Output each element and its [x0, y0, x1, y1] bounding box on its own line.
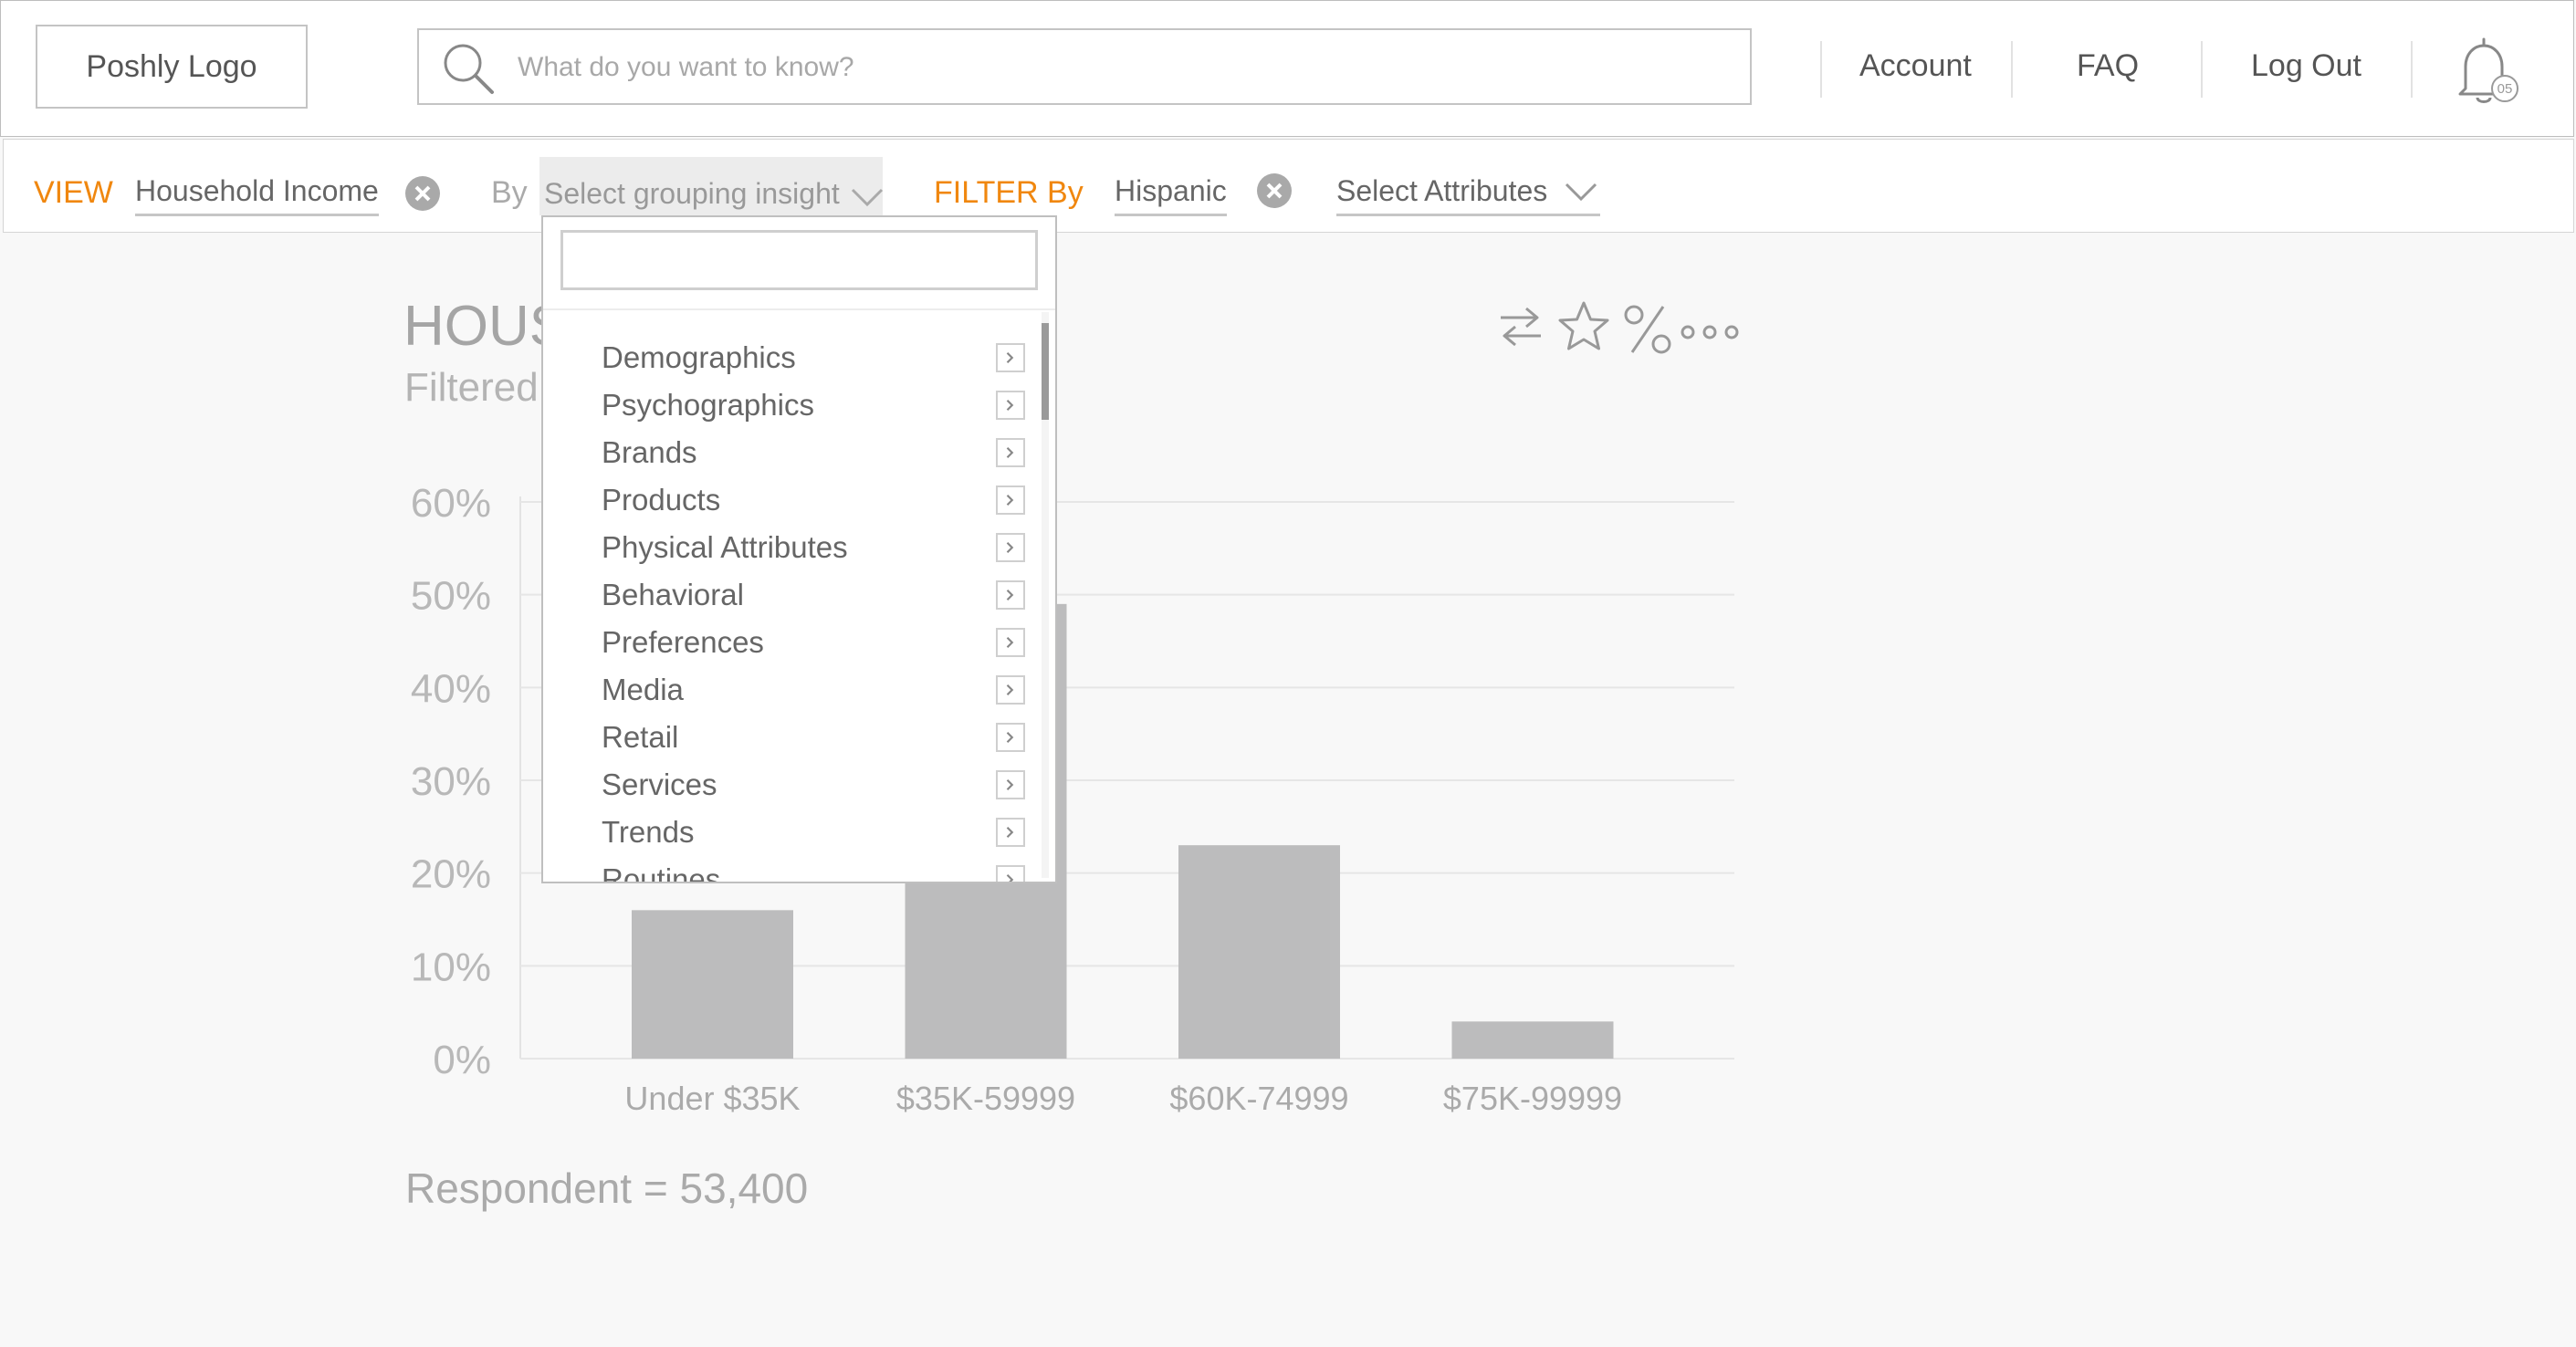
dropdown-item[interactable]: Psychographics [602, 385, 1031, 433]
dropdown-scrollbar-track[interactable] [1042, 312, 1049, 878]
y-tick-label: 30% [411, 759, 491, 804]
chevron-right-icon[interactable] [996, 770, 1025, 799]
view-label: VIEW [34, 175, 113, 210]
select-attributes-dropdown[interactable]: Select Attributes [1336, 174, 1601, 216]
dropdown-item-label: Behavioral [602, 578, 744, 611]
grouping-select-label: Select grouping insight [544, 177, 840, 210]
dropdown-item-label: Products [602, 483, 721, 517]
chevron-down-icon [1565, 183, 1597, 202]
dropdown-item-label: Physical Attributes [602, 530, 848, 564]
more-options-icon[interactable] [1678, 319, 1742, 345]
y-tick-label: 20% [411, 852, 491, 897]
dropdown-item[interactable]: Trends [602, 812, 1031, 860]
chevron-right-icon[interactable] [996, 628, 1025, 657]
account-link[interactable]: Account [1859, 48, 1972, 83]
chevron-down-icon [851, 188, 884, 207]
chevron-right-icon[interactable] [996, 865, 1025, 882]
dropdown-item-label: Trends [602, 815, 695, 849]
nav-divider [2011, 41, 2013, 98]
dropdown-scrollbar-thumb[interactable] [1042, 323, 1049, 420]
nav-divider [2411, 41, 2413, 98]
y-tick-label: 40% [411, 666, 491, 711]
swap-icon[interactable] [1495, 301, 1546, 352]
chevron-right-icon[interactable] [996, 391, 1025, 420]
chevron-right-icon[interactable] [996, 723, 1025, 752]
dropdown-item[interactable]: Behavioral [602, 575, 1031, 622]
dropdown-item[interactable]: Services [602, 765, 1031, 812]
percent-icon[interactable] [1621, 301, 1674, 358]
dropdown-item[interactable]: Products [602, 480, 1031, 527]
view-chip[interactable]: Household Income [135, 174, 379, 216]
chart-title: HOUS [403, 295, 568, 358]
dropdown-item-label: Routines [602, 862, 721, 882]
search-bar[interactable] [417, 28, 1752, 105]
grouping-select[interactable] [539, 157, 883, 215]
dropdown-item-label: Retail [602, 720, 679, 754]
dropdown-item[interactable]: Demographics [602, 338, 1031, 385]
dropdown-search-input[interactable] [560, 230, 1038, 290]
remove-view-icon[interactable] [404, 175, 441, 212]
dropdown-item-label: Demographics [602, 340, 796, 374]
y-tick-label: 50% [411, 574, 491, 619]
star-icon[interactable] [1555, 299, 1612, 354]
chevron-right-icon[interactable] [996, 675, 1025, 705]
chart-subtitle: Filtered [404, 365, 539, 410]
notification-count: 05 [2497, 81, 2513, 97]
search-input[interactable] [516, 30, 1733, 105]
filter-chip[interactable]: Hispanic [1115, 174, 1227, 216]
chevron-right-icon[interactable] [996, 818, 1025, 847]
dropdown-item-label: Media [602, 673, 684, 706]
x-tick-label: $35K-59999 [896, 1080, 1075, 1117]
chevron-right-icon[interactable] [996, 438, 1025, 467]
grouping-dropdown-menu: Demographics Psychographics Brands Produ… [541, 215, 1057, 883]
dropdown-item-label: Brands [602, 435, 697, 469]
nav-divider [1820, 41, 1822, 98]
chevron-right-icon[interactable] [996, 343, 1025, 372]
dropdown-item[interactable]: Preferences [602, 622, 1031, 670]
y-tick-label: 0% [433, 1038, 491, 1082]
bar[interactable] [1178, 845, 1340, 1059]
dropdown-item-label: Psychographics [602, 388, 814, 422]
chevron-right-icon[interactable] [996, 580, 1025, 610]
remove-filter-icon[interactable] [1256, 172, 1293, 209]
chevron-right-icon[interactable] [996, 486, 1025, 515]
logo[interactable]: Poshly Logo [36, 25, 308, 109]
dropdown-item[interactable]: Routines [602, 860, 1031, 882]
respondent-count: Respondent = 53,400 [405, 1164, 809, 1212]
nav-divider [2201, 41, 2203, 98]
bar[interactable] [632, 910, 793, 1059]
top-header: Poshly Logo Account FAQ Log Out 05 [0, 0, 2574, 137]
dropdown-item[interactable]: Retail [602, 717, 1031, 765]
dropdown-item-label: Services [602, 767, 717, 801]
x-tick-label: $75K-99999 [1443, 1080, 1622, 1117]
search-icon [444, 44, 494, 94]
dropdown-item[interactable]: Brands [602, 433, 1031, 480]
notification-bell-icon[interactable]: 05 [2447, 34, 2520, 110]
y-tick-label: 10% [411, 945, 491, 989]
x-tick-label: $60K-74999 [1169, 1080, 1348, 1117]
logout-link[interactable]: Log Out [2251, 48, 2361, 83]
y-tick-label: 60% [411, 481, 491, 526]
filter-by-label: FILTER By [934, 175, 1084, 210]
dropdown-list: Demographics Psychographics Brands Produ… [543, 312, 1055, 882]
by-label: By [491, 175, 528, 210]
chevron-right-icon[interactable] [996, 533, 1025, 562]
dropdown-item[interactable]: Media [602, 670, 1031, 717]
x-tick-label: Under $35K [624, 1080, 800, 1117]
faq-link[interactable]: FAQ [2077, 48, 2140, 83]
bar[interactable] [1451, 1021, 1614, 1059]
dropdown-item-label: Preferences [602, 625, 764, 659]
dropdown-item[interactable]: Physical Attributes [602, 527, 1031, 575]
dropdown-divider [543, 308, 1055, 310]
